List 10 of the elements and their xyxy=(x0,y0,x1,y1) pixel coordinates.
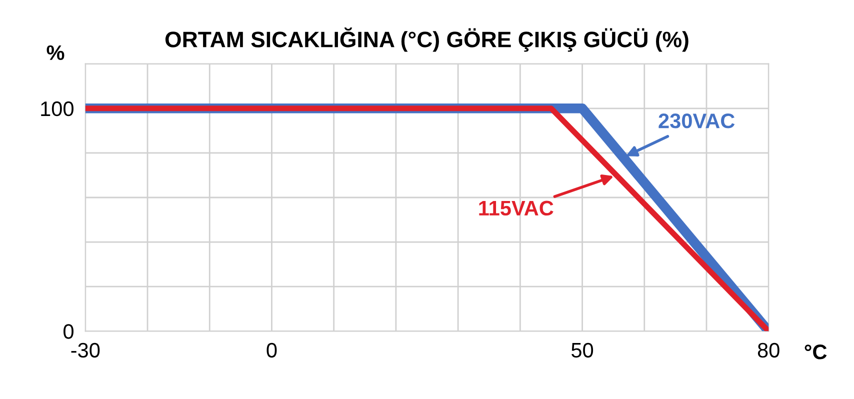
x-axis-title: °C xyxy=(804,344,827,360)
chart-title: ORTAM SICAKLIĞINA (°C) GÖRE ÇIKIŞ GÜCÜ (%) xyxy=(165,28,688,52)
x-tick-label: 50 xyxy=(572,342,594,358)
y-axis-title: % xyxy=(46,45,64,60)
x-tick-label: 80 xyxy=(758,342,780,358)
x-tick-label: 0 xyxy=(266,342,277,358)
x-tick-label: -30 xyxy=(71,342,100,358)
y-tick-label: 100 xyxy=(41,101,74,116)
text: 115VAC xyxy=(479,200,554,216)
text: 230VAC xyxy=(658,114,735,128)
